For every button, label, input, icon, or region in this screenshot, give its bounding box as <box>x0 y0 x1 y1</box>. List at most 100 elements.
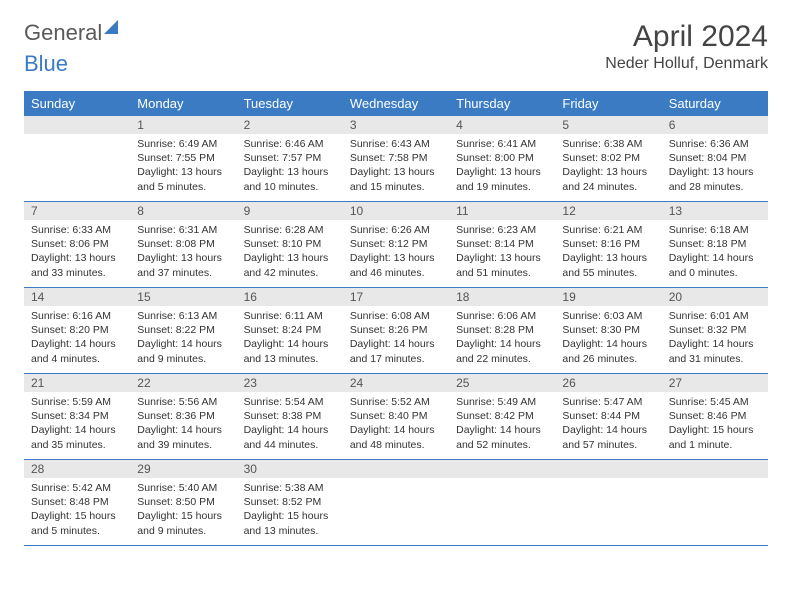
day-content <box>662 478 768 486</box>
logo-triangle-icon <box>104 20 118 34</box>
weekday-header: Friday <box>555 91 661 116</box>
calendar-week-row: 14Sunrise: 6:16 AMSunset: 8:20 PMDayligh… <box>24 288 768 374</box>
day-content: Sunrise: 6:38 AMSunset: 8:02 PMDaylight:… <box>555 134 661 199</box>
day-number: 22 <box>130 374 236 392</box>
calendar-body: 1Sunrise: 6:49 AMSunset: 7:55 PMDaylight… <box>24 116 768 546</box>
calendar-cell: 6Sunrise: 6:36 AMSunset: 8:04 PMDaylight… <box>662 116 768 202</box>
calendar-cell: 1Sunrise: 6:49 AMSunset: 7:55 PMDaylight… <box>130 116 236 202</box>
day-number: 23 <box>237 374 343 392</box>
day-content: Sunrise: 6:03 AMSunset: 8:30 PMDaylight:… <box>555 306 661 371</box>
calendar-cell: 10Sunrise: 6:26 AMSunset: 8:12 PMDayligh… <box>343 202 449 288</box>
calendar-cell: 21Sunrise: 5:59 AMSunset: 8:34 PMDayligh… <box>24 374 130 460</box>
calendar-cell: 23Sunrise: 5:54 AMSunset: 8:38 PMDayligh… <box>237 374 343 460</box>
weekday-header: Monday <box>130 91 236 116</box>
day-content: Sunrise: 6:13 AMSunset: 8:22 PMDaylight:… <box>130 306 236 371</box>
calendar-cell: 15Sunrise: 6:13 AMSunset: 8:22 PMDayligh… <box>130 288 236 374</box>
day-content: Sunrise: 5:40 AMSunset: 8:50 PMDaylight:… <box>130 478 236 543</box>
day-content: Sunrise: 6:18 AMSunset: 8:18 PMDaylight:… <box>662 220 768 285</box>
day-number: 11 <box>449 202 555 220</box>
day-number: 30 <box>237 460 343 478</box>
day-number: 28 <box>24 460 130 478</box>
day-number: 2 <box>237 116 343 134</box>
calendar-cell <box>555 460 661 546</box>
day-content <box>555 478 661 486</box>
calendar-week-row: 28Sunrise: 5:42 AMSunset: 8:48 PMDayligh… <box>24 460 768 546</box>
calendar-cell: 3Sunrise: 6:43 AMSunset: 7:58 PMDaylight… <box>343 116 449 202</box>
day-content: Sunrise: 6:28 AMSunset: 8:10 PMDaylight:… <box>237 220 343 285</box>
day-content: Sunrise: 6:23 AMSunset: 8:14 PMDaylight:… <box>449 220 555 285</box>
day-content: Sunrise: 6:49 AMSunset: 7:55 PMDaylight:… <box>130 134 236 199</box>
title-block: April 2024 Neder Holluf, Denmark <box>605 20 768 73</box>
calendar-cell <box>24 116 130 202</box>
day-content: Sunrise: 5:47 AMSunset: 8:44 PMDaylight:… <box>555 392 661 457</box>
weekday-header: Wednesday <box>343 91 449 116</box>
day-number: 16 <box>237 288 343 306</box>
day-number: 24 <box>343 374 449 392</box>
day-number: 5 <box>555 116 661 134</box>
day-number: 7 <box>24 202 130 220</box>
calendar-cell: 26Sunrise: 5:47 AMSunset: 8:44 PMDayligh… <box>555 374 661 460</box>
calendar-cell: 22Sunrise: 5:56 AMSunset: 8:36 PMDayligh… <box>130 374 236 460</box>
day-number <box>24 116 130 134</box>
calendar-cell: 24Sunrise: 5:52 AMSunset: 8:40 PMDayligh… <box>343 374 449 460</box>
day-content: Sunrise: 6:11 AMSunset: 8:24 PMDaylight:… <box>237 306 343 371</box>
day-number: 18 <box>449 288 555 306</box>
day-number: 6 <box>662 116 768 134</box>
calendar-week-row: 1Sunrise: 6:49 AMSunset: 7:55 PMDaylight… <box>24 116 768 202</box>
weekday-header: Sunday <box>24 91 130 116</box>
logo-text-2: Blue <box>24 51 68 77</box>
day-number: 3 <box>343 116 449 134</box>
day-number: 12 <box>555 202 661 220</box>
day-number: 15 <box>130 288 236 306</box>
day-content: Sunrise: 6:06 AMSunset: 8:28 PMDaylight:… <box>449 306 555 371</box>
day-content: Sunrise: 6:26 AMSunset: 8:12 PMDaylight:… <box>343 220 449 285</box>
day-number: 25 <box>449 374 555 392</box>
day-number <box>343 460 449 478</box>
calendar-week-row: 7Sunrise: 6:33 AMSunset: 8:06 PMDaylight… <box>24 202 768 288</box>
day-number: 13 <box>662 202 768 220</box>
calendar-cell <box>449 460 555 546</box>
calendar-cell: 9Sunrise: 6:28 AMSunset: 8:10 PMDaylight… <box>237 202 343 288</box>
month-title: April 2024 <box>605 20 768 53</box>
day-number: 10 <box>343 202 449 220</box>
day-content: Sunrise: 5:45 AMSunset: 8:46 PMDaylight:… <box>662 392 768 457</box>
day-content: Sunrise: 6:08 AMSunset: 8:26 PMDaylight:… <box>343 306 449 371</box>
day-number <box>662 460 768 478</box>
day-content: Sunrise: 5:54 AMSunset: 8:38 PMDaylight:… <box>237 392 343 457</box>
day-content: Sunrise: 5:56 AMSunset: 8:36 PMDaylight:… <box>130 392 236 457</box>
day-content: Sunrise: 5:42 AMSunset: 8:48 PMDaylight:… <box>24 478 130 543</box>
weekday-header: Thursday <box>449 91 555 116</box>
calendar-cell: 25Sunrise: 5:49 AMSunset: 8:42 PMDayligh… <box>449 374 555 460</box>
location: Neder Holluf, Denmark <box>605 55 768 73</box>
calendar-cell: 11Sunrise: 6:23 AMSunset: 8:14 PMDayligh… <box>449 202 555 288</box>
day-content: Sunrise: 6:16 AMSunset: 8:20 PMDaylight:… <box>24 306 130 371</box>
calendar-cell: 7Sunrise: 6:33 AMSunset: 8:06 PMDaylight… <box>24 202 130 288</box>
day-content <box>449 478 555 486</box>
calendar-cell: 30Sunrise: 5:38 AMSunset: 8:52 PMDayligh… <box>237 460 343 546</box>
calendar-cell: 17Sunrise: 6:08 AMSunset: 8:26 PMDayligh… <box>343 288 449 374</box>
calendar-cell: 16Sunrise: 6:11 AMSunset: 8:24 PMDayligh… <box>237 288 343 374</box>
calendar-cell: 14Sunrise: 6:16 AMSunset: 8:20 PMDayligh… <box>24 288 130 374</box>
day-number: 4 <box>449 116 555 134</box>
day-number: 27 <box>662 374 768 392</box>
day-content: Sunrise: 6:41 AMSunset: 8:00 PMDaylight:… <box>449 134 555 199</box>
logo-text-1: General <box>24 20 102 46</box>
day-content: Sunrise: 6:21 AMSunset: 8:16 PMDaylight:… <box>555 220 661 285</box>
day-content: Sunrise: 5:49 AMSunset: 8:42 PMDaylight:… <box>449 392 555 457</box>
weekday-header: Tuesday <box>237 91 343 116</box>
day-number: 19 <box>555 288 661 306</box>
calendar-cell: 27Sunrise: 5:45 AMSunset: 8:46 PMDayligh… <box>662 374 768 460</box>
day-number: 1 <box>130 116 236 134</box>
calendar-cell: 18Sunrise: 6:06 AMSunset: 8:28 PMDayligh… <box>449 288 555 374</box>
day-content: Sunrise: 6:46 AMSunset: 7:57 PMDaylight:… <box>237 134 343 199</box>
calendar-cell <box>343 460 449 546</box>
calendar-cell: 20Sunrise: 6:01 AMSunset: 8:32 PMDayligh… <box>662 288 768 374</box>
day-content: Sunrise: 6:01 AMSunset: 8:32 PMDaylight:… <box>662 306 768 371</box>
day-number: 26 <box>555 374 661 392</box>
calendar-cell: 29Sunrise: 5:40 AMSunset: 8:50 PMDayligh… <box>130 460 236 546</box>
calendar-cell: 2Sunrise: 6:46 AMSunset: 7:57 PMDaylight… <box>237 116 343 202</box>
day-content <box>343 478 449 486</box>
calendar-cell <box>662 460 768 546</box>
day-number: 20 <box>662 288 768 306</box>
day-content: Sunrise: 5:52 AMSunset: 8:40 PMDaylight:… <box>343 392 449 457</box>
